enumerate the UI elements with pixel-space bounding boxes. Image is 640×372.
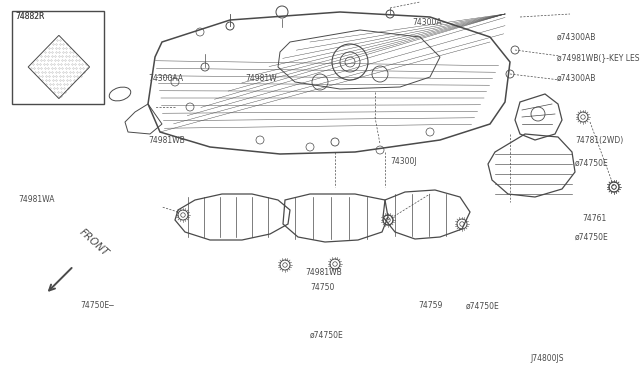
Text: FRONT: FRONT [77, 227, 111, 258]
Text: 74300A: 74300A [412, 18, 442, 27]
Text: ø74750E: ø74750E [310, 331, 344, 340]
Text: J74800JS: J74800JS [530, 355, 563, 363]
Text: ø74750E: ø74750E [466, 301, 500, 310]
Text: ø74300AB: ø74300AB [557, 74, 596, 83]
Text: 74300J: 74300J [390, 157, 417, 166]
Text: 74882R: 74882R [15, 12, 45, 21]
Bar [12, 11, 104, 104]
Text: ø74750E: ø74750E [575, 233, 609, 242]
Text: ø74300AB: ø74300AB [557, 33, 596, 42]
Text: 74759: 74759 [418, 301, 442, 310]
Text: 74882R: 74882R [15, 12, 45, 21]
Text: 74981WB: 74981WB [148, 136, 185, 145]
Text: 74981WB: 74981WB [305, 268, 342, 277]
Text: 74300AA: 74300AA [148, 74, 183, 83]
Text: 74761: 74761 [582, 214, 606, 223]
Text: 74750: 74750 [310, 283, 334, 292]
Text: 74781(2WD): 74781(2WD) [575, 136, 623, 145]
Text: ø74750E: ø74750E [575, 158, 609, 167]
Text: ø74981WB(}-KEY LESS ONLY): ø74981WB(}-KEY LESS ONLY) [557, 53, 640, 62]
Text: 74750E─: 74750E─ [80, 301, 114, 310]
Text: 74981W: 74981W [245, 74, 276, 83]
Text: 74981WA: 74981WA [18, 195, 54, 203]
